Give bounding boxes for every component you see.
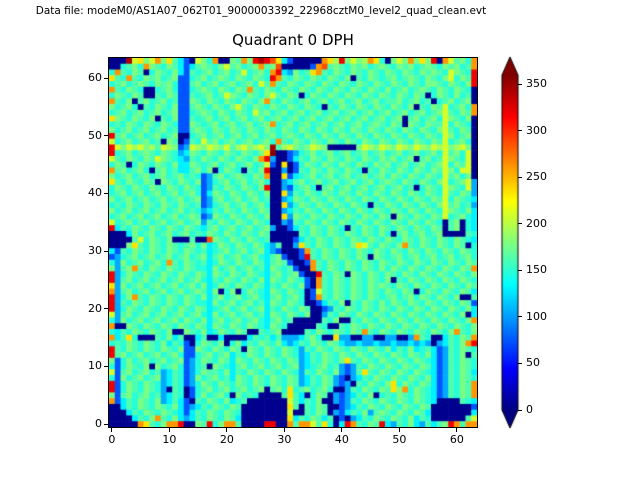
colorbar-tick <box>518 316 522 318</box>
colorbar-tick <box>518 176 522 178</box>
x-axis-tick <box>456 428 458 432</box>
data-file-label: Data file: modeM0/AS1A07_062T01_90000033… <box>35 5 487 17</box>
plot-title: Quadrant 0 DPH <box>232 31 354 49</box>
x-tick-label: 20 <box>219 433 234 446</box>
colorbar-tick-label: 50 <box>526 356 540 370</box>
colorbar-tick-label: 200 <box>526 216 547 230</box>
heatmap-image <box>109 58 477 427</box>
colorbar-tick <box>518 269 522 271</box>
x-tick-label: 50 <box>392 433 407 446</box>
colorbar-tick-label: 100 <box>526 309 547 323</box>
colorbar-tick-label: 300 <box>526 123 547 137</box>
colorbar-tick <box>518 223 522 225</box>
y-axis-tick <box>104 77 108 79</box>
x-axis-tick <box>283 428 285 432</box>
x-tick-label: 0 <box>108 433 116 446</box>
y-axis-tick <box>104 135 108 137</box>
y-axis-tick <box>104 365 108 367</box>
colorbar-tick-label: 0 <box>526 403 533 416</box>
colorbar-tick-label: 150 <box>526 263 547 277</box>
y-tick-label: 40 <box>88 186 102 200</box>
y-axis-tick <box>104 423 108 425</box>
y-axis-tick <box>104 192 108 194</box>
x-tick-label: 60 <box>449 433 464 446</box>
colorbar <box>498 55 542 433</box>
x-tick-label: 30 <box>277 433 292 446</box>
x-tick-label: 10 <box>162 433 177 446</box>
colorbar-tick <box>518 409 522 411</box>
colorbar-tick <box>518 83 522 85</box>
y-tick-label: 0 <box>95 417 102 431</box>
colorbar-tick-label: 350 <box>526 77 547 91</box>
x-axis-tick <box>226 428 228 432</box>
x-axis-tick <box>341 428 343 432</box>
colorbar-tick <box>518 362 522 364</box>
x-axis-tick <box>168 428 170 432</box>
colorbar-tick-label: 250 <box>526 170 547 184</box>
y-axis-tick <box>104 308 108 310</box>
y-tick-label: 50 <box>88 128 102 142</box>
y-axis-tick <box>104 250 108 252</box>
x-tick-label: 40 <box>334 433 349 446</box>
axes-spines <box>108 57 478 428</box>
colorbar-tick <box>518 130 522 132</box>
x-axis-tick <box>111 428 113 432</box>
y-tick-label: 10 <box>88 359 102 373</box>
y-tick-label: 30 <box>88 244 102 258</box>
y-tick-label: 20 <box>88 301 102 315</box>
x-axis-tick <box>398 428 400 432</box>
y-tick-label: 60 <box>88 71 102 85</box>
